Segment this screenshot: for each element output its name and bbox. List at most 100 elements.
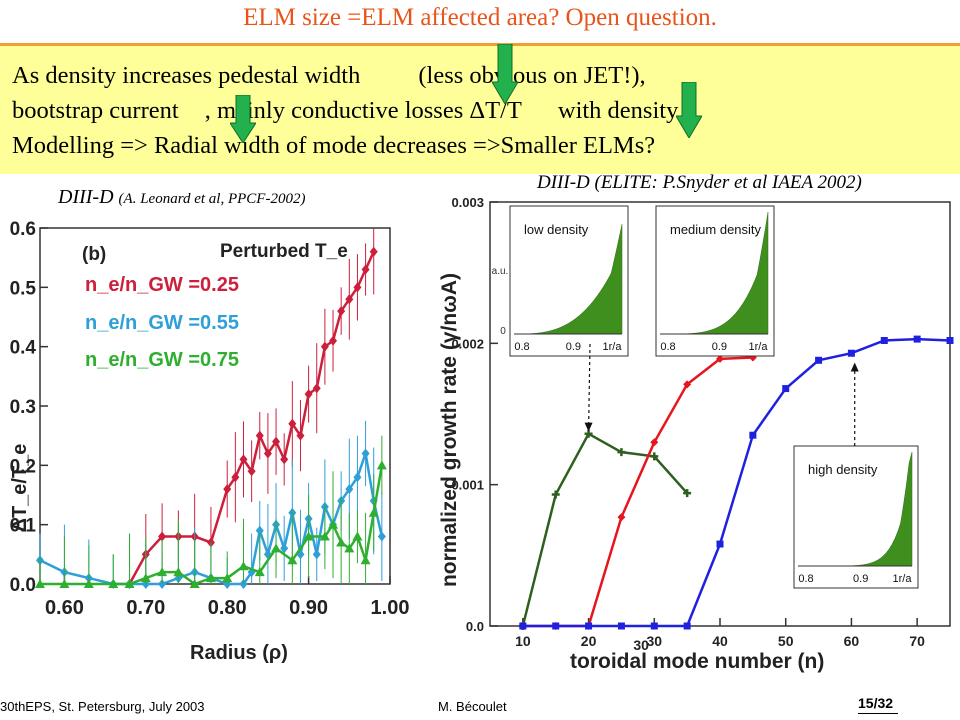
data-point bbox=[617, 448, 626, 457]
down-arrow-icon bbox=[676, 82, 702, 138]
data-point bbox=[361, 264, 370, 275]
x-tick-label: 0.90 bbox=[289, 597, 328, 619]
data-point bbox=[368, 507, 379, 517]
data-point bbox=[585, 622, 593, 630]
inset-tick-label: 0.8 bbox=[514, 341, 529, 353]
inset-tick-label: 1r/a bbox=[893, 573, 913, 585]
data-point bbox=[108, 579, 119, 588]
inset-ytick-label: 0 bbox=[500, 326, 506, 337]
slide-title: ELM size =ELM affected area? Open questi… bbox=[243, 4, 717, 31]
y-tick-label: 0.002 bbox=[451, 336, 484, 351]
data-point bbox=[336, 537, 347, 547]
left-chart: 0.60 0.70 0.80 0.90 1.00 0.0 0.1 0.2 0.3 0.4 0.5 0.… bbox=[9, 219, 410, 664]
y-tick-label: 0.1 bbox=[10, 516, 37, 537]
legend-entry-055: n_e/n_GW =0.55 bbox=[85, 312, 239, 334]
data-point bbox=[617, 622, 625, 630]
data-point bbox=[376, 460, 387, 470]
data-point bbox=[946, 337, 954, 345]
line1-text-a: As density increases pedestal width bbox=[12, 62, 361, 89]
right-chart-series bbox=[518, 335, 954, 630]
y-tick-label: 0.5 bbox=[10, 278, 37, 299]
data-point bbox=[205, 573, 216, 583]
data-point bbox=[369, 246, 378, 257]
y-tick-label: 0.2 bbox=[10, 456, 36, 477]
data-point bbox=[913, 335, 921, 343]
left-chart-title: Perturbed T_e bbox=[220, 241, 348, 262]
inset-tick-label: 0.9 bbox=[566, 341, 581, 353]
title-divider bbox=[0, 43, 960, 46]
data-point bbox=[231, 472, 240, 483]
right-chart-insets: low density 0.8 0.9 1r/a medium density 0.8 0.… bbox=[492, 205, 919, 589]
data-point bbox=[288, 418, 297, 429]
data-point bbox=[320, 341, 329, 352]
data-point bbox=[716, 540, 724, 548]
x-tick-label: 60 bbox=[844, 633, 860, 649]
footer-page-number: 15/32 bbox=[858, 695, 894, 711]
data-point bbox=[263, 549, 272, 560]
data-point bbox=[552, 622, 560, 630]
left-x-axis-label: Radius (ρ) bbox=[190, 642, 288, 664]
summary-box bbox=[0, 46, 960, 174]
x-tick-label: 0.80 bbox=[208, 597, 247, 619]
inset-label: high density bbox=[808, 462, 878, 477]
left-chart-series bbox=[35, 228, 387, 589]
y-tick-label: 0.001 bbox=[451, 478, 484, 493]
inset-tick-label: 0.9 bbox=[853, 573, 868, 585]
y-tick-label: 0.6 bbox=[10, 219, 36, 240]
pointer-line bbox=[587, 343, 591, 431]
footer-page-rule bbox=[858, 713, 898, 714]
footer-author: M. Bécoulet bbox=[438, 699, 507, 714]
data-point bbox=[377, 531, 386, 542]
left-chart-axes: 0.60 0.70 0.80 0.90 1.00 0.0 0.1 0.2 0.3 0.4 0.5 0.… bbox=[10, 219, 410, 619]
data-point bbox=[255, 525, 264, 536]
left-figure-caption: DIII-D (A. Leonard et al, PPCF-2002) bbox=[58, 186, 305, 209]
data-point bbox=[239, 454, 248, 465]
data-point bbox=[189, 579, 200, 588]
right-figure-caption: DIII-D (ELITE: P.Snyder et al IAEA 2002) bbox=[537, 172, 862, 193]
x-tick-label: 70 bbox=[909, 633, 925, 649]
data-point bbox=[329, 335, 338, 346]
line2-text-c: with density bbox=[557, 97, 679, 124]
data-point bbox=[280, 543, 289, 554]
data-point bbox=[617, 513, 626, 522]
data-point bbox=[124, 579, 135, 588]
data-point bbox=[683, 622, 691, 630]
data-point bbox=[157, 567, 168, 577]
x-tick-label: 50 bbox=[778, 633, 794, 649]
legend-entry-075: n_e/n_GW =0.75 bbox=[85, 349, 239, 371]
data-point bbox=[782, 385, 790, 393]
x-tick-label: 1.00 bbox=[371, 597, 410, 619]
inset-label: medium density bbox=[670, 222, 762, 237]
y-tick-label: 0.003 bbox=[451, 195, 484, 210]
right-y-axis-label: normalized growth rate (γ/nωA) bbox=[438, 273, 461, 587]
data-point bbox=[255, 430, 264, 441]
x-tick-label: 30 bbox=[646, 633, 662, 649]
down-arrow-icon bbox=[230, 95, 256, 143]
data-point bbox=[847, 349, 855, 357]
data-point bbox=[59, 579, 70, 588]
data-point bbox=[650, 622, 658, 630]
data-point bbox=[361, 448, 370, 459]
data-point bbox=[247, 567, 256, 578]
inset-tick-label: 1r/a bbox=[603, 341, 623, 353]
inset-tick-label: 0.8 bbox=[798, 573, 813, 585]
summary-line-2: bootstrap current , mainly conductive los… bbox=[12, 97, 678, 125]
data-point bbox=[360, 555, 371, 565]
data-point bbox=[280, 454, 289, 465]
data-point bbox=[749, 431, 757, 439]
x-tick-label: 40 bbox=[712, 633, 728, 649]
y-tick-label: 0.0 bbox=[10, 575, 36, 596]
down-arrow-icon bbox=[492, 44, 518, 104]
data-point bbox=[272, 436, 281, 447]
data-point bbox=[337, 306, 346, 317]
data-point bbox=[83, 579, 94, 588]
data-point bbox=[35, 579, 45, 588]
data-point bbox=[304, 389, 313, 400]
data-point bbox=[519, 622, 527, 630]
data-point bbox=[683, 489, 692, 498]
x-tick-label: 10 bbox=[515, 633, 531, 649]
y-tick-label: 0.0 bbox=[466, 619, 484, 634]
line2-text-b: , mainly conductive losses ΔT/T bbox=[204, 97, 522, 124]
x-tick-label: 20 bbox=[581, 633, 597, 649]
data-point bbox=[222, 573, 233, 583]
